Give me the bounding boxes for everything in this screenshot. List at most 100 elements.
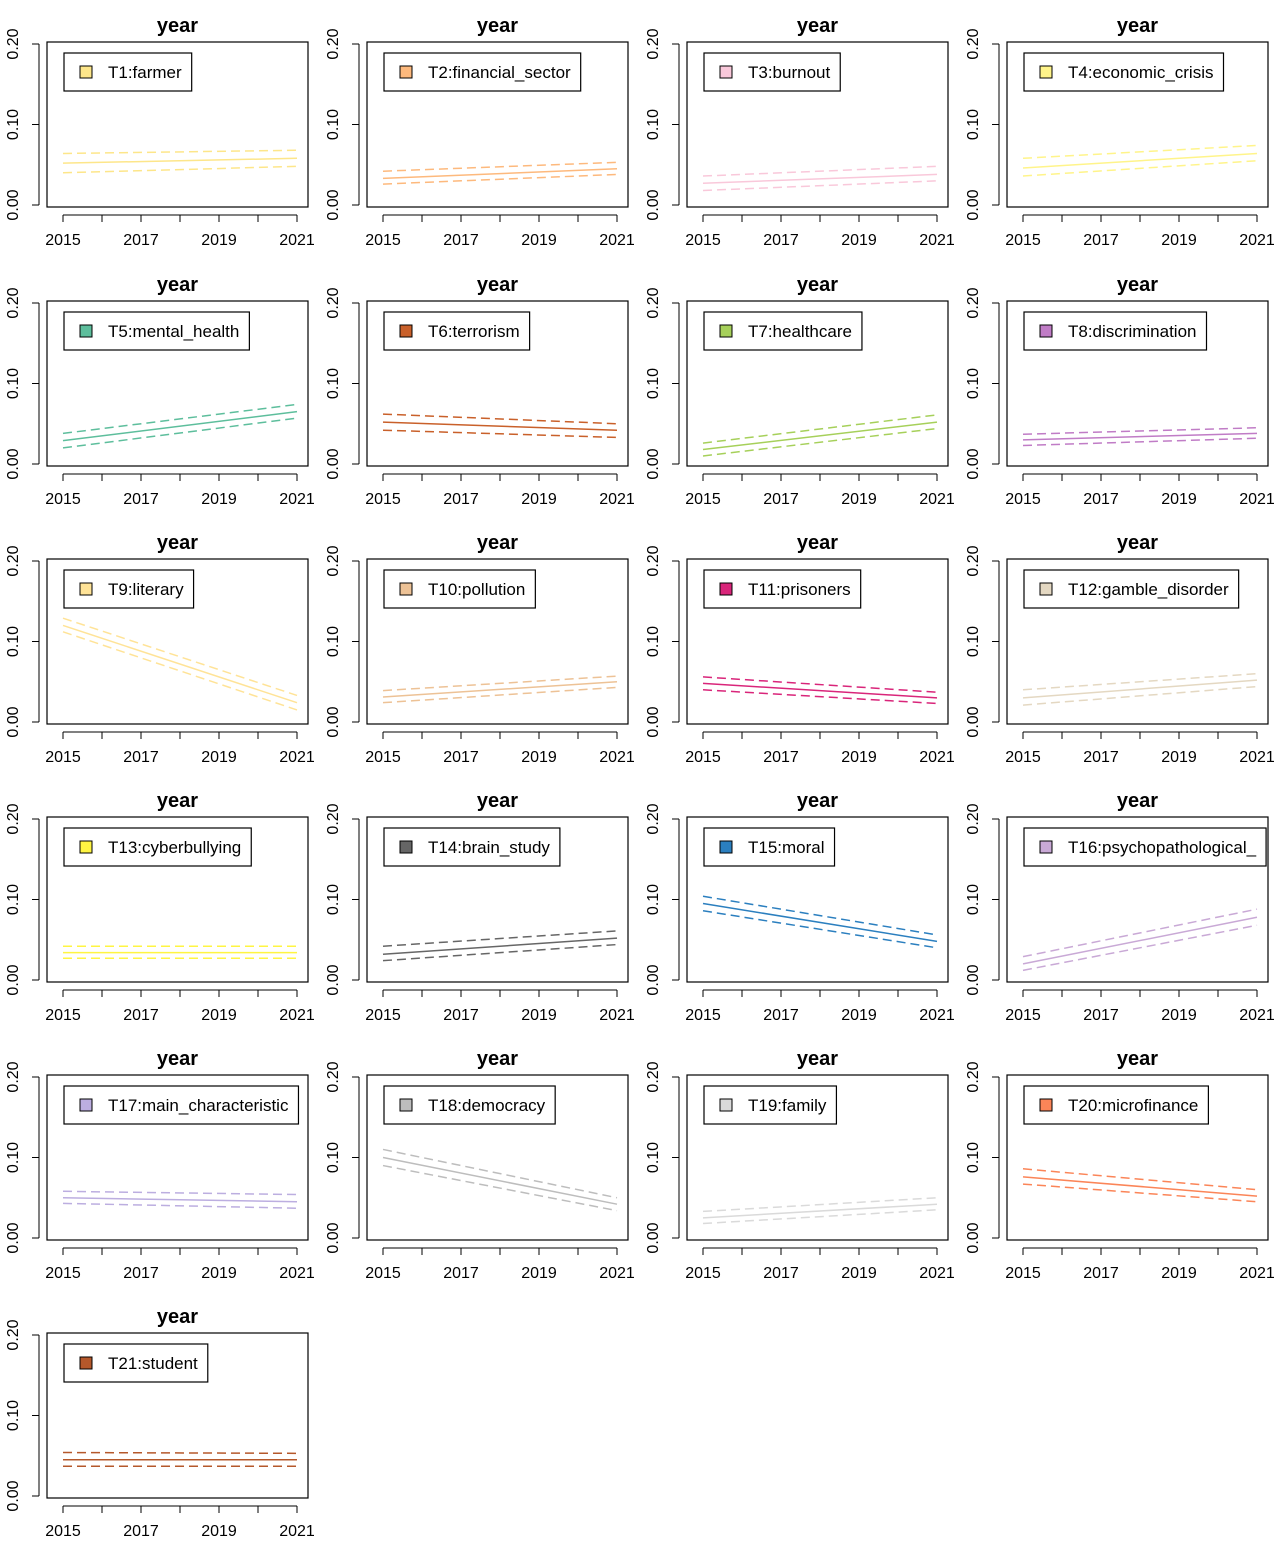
x-tick-label: 2017: [123, 232, 159, 249]
y-tick-label: 0.00: [325, 448, 342, 479]
legend: T14:brain_study: [383, 827, 561, 867]
x-tick-label: 2019: [841, 1007, 877, 1024]
legend-box: [63, 1085, 300, 1125]
y-tick-label: 0.00: [5, 1480, 22, 1511]
legend-box: [1023, 1085, 1209, 1125]
x-tick-label: 2015: [45, 1265, 81, 1282]
panel-title: year: [477, 532, 518, 554]
ci-upper-line: [62, 403, 298, 435]
x-tick-label: 2019: [1161, 491, 1197, 508]
ci-upper-line: [62, 149, 298, 155]
x-tick-label: 2019: [1161, 749, 1197, 766]
legend-swatch: [1039, 1098, 1053, 1112]
y-tick-label: 0.00: [325, 1222, 342, 1253]
ci-lower-line: [1022, 924, 1258, 972]
fit-line: [382, 1156, 618, 1205]
x-tick-label: 2019: [1161, 232, 1197, 249]
y-tick-label: 0.00: [965, 189, 982, 220]
ci-lower-line: [702, 427, 938, 457]
legend-box: [383, 827, 561, 867]
legend-box: [1023, 569, 1240, 609]
x-tick-label: 2021: [919, 232, 955, 249]
y-tick-label: 0.10: [5, 109, 22, 140]
fit-line: [62, 1197, 298, 1203]
legend-label: T2:financial_sector: [428, 63, 571, 82]
x-tick-label: 2019: [201, 749, 237, 766]
panel-11: year 2015 2017 2019 2021 0.00 0.10 0.20 T11:pris…: [645, 532, 955, 766]
panel-title: year: [477, 15, 518, 37]
legend-swatch: [399, 324, 413, 338]
legend-label: T11:prisoners: [748, 580, 851, 599]
x-tick-label: 2015: [1005, 1265, 1041, 1282]
fit-line: [62, 157, 298, 164]
y-tick-label: 0.00: [645, 706, 662, 737]
x-tick-label: 2015: [365, 749, 401, 766]
x-tick-label: 2019: [521, 1265, 557, 1282]
plot-frame: [366, 816, 629, 983]
plot-frame: [686, 300, 949, 467]
legend-label: T12:gamble_disorder: [1068, 580, 1229, 599]
plot-frame: [366, 1074, 629, 1241]
y-tick-label: 0.10: [5, 1142, 22, 1173]
y-tick-label: 0.10: [645, 626, 662, 657]
panel-4: year 2015 2017 2019 2021 0.00 0.10 0.20 T4:econo…: [965, 15, 1275, 249]
plot-frame: [1006, 558, 1269, 725]
legend: T11:prisoners: [703, 569, 862, 609]
x-tick-label: 2015: [45, 1007, 81, 1024]
plot-frame: [1006, 41, 1269, 208]
panel-title: year: [157, 532, 198, 554]
y-tick-label: 0.20: [325, 287, 342, 318]
series-lines: [702, 414, 938, 457]
x-tick-label: 2021: [599, 232, 635, 249]
panel-title: year: [1117, 15, 1158, 37]
legend-swatch: [719, 582, 733, 596]
plot-frame: [366, 41, 629, 208]
y-tick-label: 0.20: [5, 545, 22, 576]
fit-line: [702, 902, 938, 943]
plot-frame: [46, 300, 309, 467]
panel-title: year: [797, 274, 838, 296]
legend-label: T6:terrorism: [428, 322, 520, 341]
panel-3: year 2015 2017 2019 2021 0.00 0.10 0.20 T3:burno…: [645, 15, 955, 249]
ci-lower-line: [382, 686, 618, 704]
y-tick-label: 0.20: [5, 287, 22, 318]
plot-frame: [686, 816, 949, 983]
x-tick-label: 2021: [279, 232, 315, 249]
x-tick-label: 2019: [841, 1265, 877, 1282]
legend: T3:burnout: [703, 52, 841, 92]
ci-lower-line: [1022, 437, 1258, 447]
plot-frame: [686, 558, 949, 725]
y-tick-label: 0.10: [965, 109, 982, 140]
x-tick-label: 2021: [1239, 1007, 1275, 1024]
legend-label: T18:democracy: [428, 1096, 546, 1115]
y-tick-label: 0.10: [645, 884, 662, 915]
legend-label: T4:economic_crisis: [1068, 63, 1214, 82]
x-tick-label: 2017: [123, 1523, 159, 1540]
legend-label: T1:farmer: [108, 63, 182, 82]
y-tick-label: 0.10: [5, 368, 22, 399]
legend-swatch: [79, 840, 93, 854]
legend: T5:mental_health: [63, 311, 250, 351]
plot-frame: [1006, 300, 1269, 467]
ci-lower-line: [1022, 1183, 1258, 1203]
panel-18: year 2015 2017 2019 2021 0.00 0.10 0.20 T18:demo…: [325, 1048, 635, 1282]
y-tick-label: 0.10: [325, 109, 342, 140]
fit-line: [1022, 152, 1258, 169]
panel-20: year 2015 2017 2019 2021 0.00 0.10 0.20 T20:micr…: [965, 1048, 1275, 1282]
ci-lower-line: [382, 1164, 618, 1212]
ci-upper-line: [702, 676, 938, 693]
x-tick-label: 2015: [45, 232, 81, 249]
legend: T10:pollution: [383, 569, 536, 609]
fit-line: [1022, 1176, 1258, 1197]
y-tick-label: 0.10: [965, 884, 982, 915]
legend-swatch: [1039, 324, 1053, 338]
x-tick-label: 2019: [1161, 1265, 1197, 1282]
legend: T13:cyberbullying: [63, 827, 252, 867]
x-tick-label: 2017: [763, 491, 799, 508]
legend-swatch: [719, 840, 733, 854]
x-tick-label: 2019: [521, 491, 557, 508]
legend-swatch: [1039, 582, 1053, 596]
series-lines: [1022, 144, 1258, 177]
fit-line: [62, 624, 298, 704]
series-lines: [62, 617, 298, 711]
